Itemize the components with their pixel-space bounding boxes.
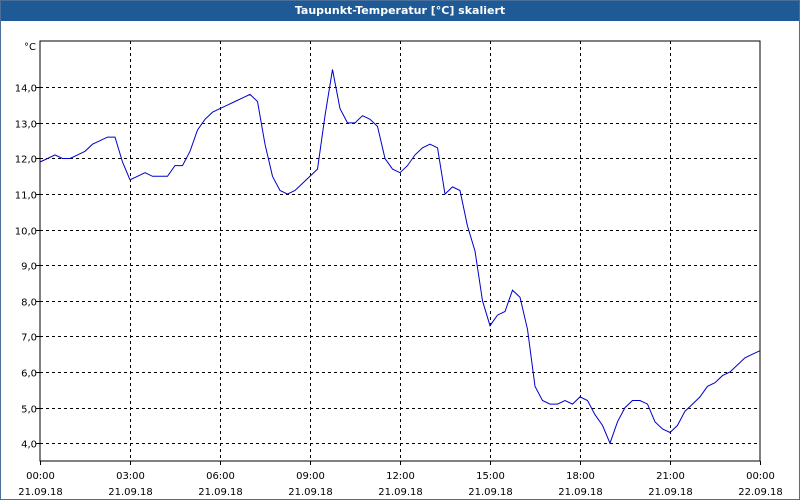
x-tick-date-label: 21.09.18 — [558, 487, 603, 498]
y-tick-label: 11,0 — [15, 191, 37, 202]
x-tick-date-label: 21.09.18 — [648, 487, 693, 498]
y-axis-unit-label: °C — [24, 42, 36, 53]
y-tick-label: 12,0 — [15, 155, 37, 166]
y-tick-label: 10,0 — [15, 227, 37, 238]
grid-lines — [40, 41, 760, 461]
window-title: Taupunkt-Temperatur [°C] skaliert — [1, 1, 799, 21]
x-tick-date-label: 21.09.18 — [288, 487, 333, 498]
y-tick-label: 13,0 — [15, 120, 37, 131]
y-tick-label: 6,0 — [21, 369, 37, 380]
x-tick-time-label: 12:00 — [386, 471, 415, 482]
y-tick-label: 9,0 — [21, 262, 37, 273]
dewpoint-series-line — [39, 69, 761, 445]
y-tick-label: 14,0 — [15, 84, 37, 95]
x-tick-date-label: 21.09.18 — [108, 487, 153, 498]
x-tick-time-label: 06:00 — [206, 471, 235, 482]
x-tick-time-label: 09:00 — [296, 471, 325, 482]
x-tick-date-label: 21.09.18 — [198, 487, 243, 498]
x-tick-date-label: 21.09.18 — [468, 487, 513, 498]
y-tick-label: 8,0 — [21, 298, 37, 309]
y-tick-label: 5,0 — [21, 405, 37, 416]
x-tick-date-label: 22.09.18 — [738, 487, 783, 498]
x-tick-time-label: 21:00 — [656, 471, 685, 482]
x-tick-time-label: 00:00 — [746, 471, 775, 482]
y-axis-ticks: 4,0 5,0 6,0 7,0 8,0 9,0 10,0 11,0 12,0 13,0 14,0 — [15, 84, 40, 451]
x-tick-time-label: 18:00 — [566, 471, 595, 482]
x-axis-ticks: 00:00 21.09.18 03:00 21.09.18 06:00 21.09.18 0… — [18, 461, 783, 498]
x-tick-date-label: 21.09.18 — [18, 487, 63, 498]
y-tick-label: 7,0 — [21, 333, 37, 344]
y-tick-label: 4,0 — [21, 440, 37, 451]
x-tick-time-label: 00:00 — [26, 471, 55, 482]
x-tick-date-label: 21.09.18 — [378, 487, 423, 498]
x-tick-time-label: 15:00 — [476, 471, 505, 482]
series-layer — [39, 69, 761, 445]
x-tick-time-label: 03:00 — [116, 471, 145, 482]
